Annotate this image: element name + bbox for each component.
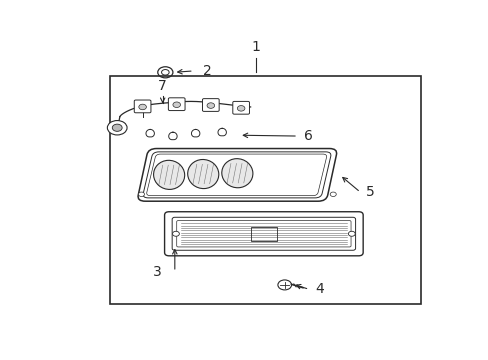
Ellipse shape (222, 159, 252, 188)
Text: 6: 6 (303, 129, 312, 143)
Circle shape (138, 192, 144, 197)
Circle shape (172, 231, 179, 236)
Circle shape (173, 102, 180, 108)
Circle shape (277, 280, 291, 290)
Text: 1: 1 (251, 40, 260, 54)
Circle shape (107, 121, 127, 135)
Circle shape (161, 69, 169, 75)
FancyBboxPatch shape (168, 98, 184, 111)
Circle shape (158, 67, 173, 78)
FancyBboxPatch shape (134, 100, 151, 113)
Circle shape (206, 103, 214, 108)
PathPatch shape (138, 149, 336, 201)
Text: 4: 4 (315, 282, 324, 296)
Bar (110, 76, 420, 304)
Text: 2: 2 (203, 64, 212, 78)
Circle shape (329, 192, 336, 197)
Text: 5: 5 (365, 185, 373, 199)
Text: 3: 3 (152, 265, 161, 279)
Ellipse shape (153, 160, 184, 189)
Ellipse shape (187, 159, 218, 189)
FancyBboxPatch shape (202, 99, 219, 111)
Circle shape (112, 124, 122, 131)
Text: 7: 7 (158, 78, 167, 93)
FancyBboxPatch shape (164, 212, 363, 256)
Circle shape (347, 231, 354, 236)
FancyBboxPatch shape (232, 102, 249, 114)
Circle shape (237, 105, 244, 111)
Bar (250, 227, 277, 241)
Circle shape (139, 104, 146, 110)
